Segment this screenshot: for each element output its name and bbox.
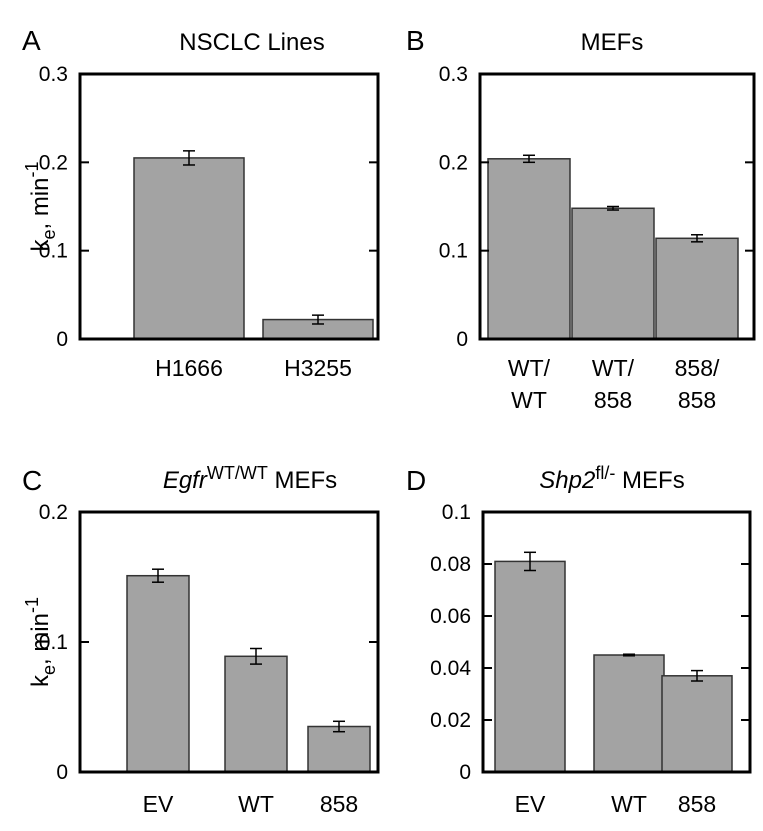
plot-frame [78, 72, 380, 341]
y-tick-label: 0.06 [430, 605, 471, 628]
panel-letter: A [22, 25, 41, 56]
category-label: 858 [594, 387, 632, 413]
ylabel-superscript: -1 [22, 597, 42, 613]
bar-1 [487, 158, 571, 340]
y-axis-label: ke, min-1 [22, 161, 59, 251]
bar-1 [133, 157, 245, 340]
category-label: H1666 [155, 355, 223, 381]
title-italic: Shp2 [539, 467, 595, 494]
y-tick-label: 0.02 [430, 709, 471, 732]
ylabel-subscript: e [39, 665, 59, 675]
bar-3 [655, 237, 739, 340]
panel-c: C EgfrWT/WT MEFs 0 0.1 0.2 EV WT 858 ke, min-1 [22, 463, 380, 817]
title-superscript: WT/WT [207, 463, 268, 483]
y-tick-label: 0.2 [439, 151, 468, 174]
panel-title: NSCLC Lines [179, 29, 324, 56]
y-tick-label: 0.04 [430, 657, 471, 680]
title-superscript: fl/- [595, 463, 615, 483]
ylabel-subscript: e [39, 230, 59, 240]
title-rest: MEFs [615, 467, 684, 494]
y-tick-label: 0.1 [442, 501, 471, 524]
ylabel-superscript: -1 [22, 161, 42, 177]
y-tick-label: 0.2 [39, 151, 68, 174]
ylabel-k: k [27, 674, 54, 687]
y-tick-label: 0.3 [39, 63, 68, 86]
category-label: WT [511, 387, 547, 413]
ylabel-rest: , min [27, 177, 54, 229]
y-tick-label: 0.1 [439, 240, 468, 263]
plot-frame [481, 510, 752, 774]
y-tick-label: 0.1 [39, 240, 68, 263]
y-tick-label: 0.1 [39, 631, 68, 654]
category-label: WT/ [592, 355, 635, 381]
panel-letter: B [406, 25, 425, 56]
panel-a: A NSCLC Lines 0 0.1 0.2 0.3 H1666 H3255 ke, min-… [22, 25, 380, 381]
title-rest: MEFs [268, 467, 337, 494]
y-tick-label: 0.3 [439, 63, 468, 86]
title-italic: Egfr [163, 467, 208, 494]
bar-2 [571, 207, 655, 340]
bar-3 [661, 675, 733, 773]
y-tick-label: 0.08 [430, 553, 471, 576]
y-tick-label: 0 [56, 761, 68, 784]
category-label: WT [611, 791, 647, 817]
bar-1 [126, 574, 190, 773]
ylabel-k: k [27, 239, 54, 252]
bar-1 [494, 560, 566, 773]
ylabel-rest: , min [27, 613, 54, 665]
y-tick-label: 0 [456, 328, 468, 351]
category-label: 858 [320, 791, 358, 817]
plot-frame [478, 72, 756, 341]
y-tick-label: 0 [56, 328, 68, 351]
panel-d: D Shp2fl/- MEFs 0 0.02 0.04 0.06 0.08 0.1 EV WT 85… [406, 463, 752, 817]
category-label: H3255 [284, 355, 352, 381]
y-tick-label: 0.2 [39, 501, 68, 524]
bar-3 [307, 725, 371, 773]
category-label: 858/ [675, 355, 720, 381]
panel-letter: D [406, 465, 426, 496]
panel-title: Shp2fl/- MEFs [539, 463, 684, 494]
bar-2 [593, 654, 665, 773]
category-label: 858 [678, 387, 716, 413]
category-label: EV [143, 791, 174, 817]
category-label: WT [238, 791, 274, 817]
panel-title: EgfrWT/WT MEFs [163, 463, 337, 494]
category-label: WT/ [508, 355, 551, 381]
panel-b: B MEFs 0 0.1 0.2 0.3 WT/WT WT/858 858/858 [406, 25, 756, 413]
category-label: 858 [678, 791, 716, 817]
y-axis-label: ke, min-1 [22, 597, 59, 687]
panel-title: MEFs [581, 29, 644, 56]
category-label: EV [515, 791, 546, 817]
y-tick-label: 0 [459, 761, 471, 784]
bar-2 [224, 655, 288, 773]
panel-letter: C [22, 465, 42, 496]
